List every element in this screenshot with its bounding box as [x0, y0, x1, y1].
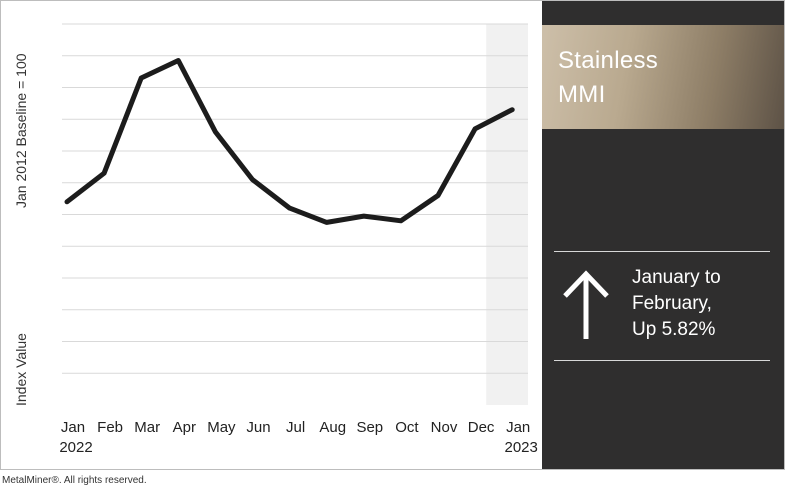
- grid-lines: [62, 23, 528, 374]
- x-tick-label: Feb: [97, 419, 123, 436]
- x-tick-label: Jul: [286, 419, 305, 436]
- x-tick-label: Apr: [173, 419, 196, 436]
- change-line1: January to: [632, 267, 721, 288]
- x-tick-label: Mar: [134, 419, 160, 436]
- panel-title-line1: Stainless: [558, 47, 659, 74]
- up-arrow-icon: [563, 270, 609, 339]
- divider-bottom: [554, 360, 770, 361]
- summary-panel: Stainless MMI January to February, Up 5.…: [542, 1, 784, 469]
- y-axis-sublabel: Index Value: [13, 333, 29, 406]
- x-tick-label: Jan: [506, 419, 530, 436]
- title-banner: Stainless MMI: [542, 25, 784, 129]
- x-tick-label: Sep: [356, 419, 383, 436]
- x-tick-label: Jan: [61, 419, 85, 436]
- x-tick-label: May: [207, 419, 236, 436]
- change-line2: February,: [632, 293, 712, 314]
- panel-title-line2: MMI: [558, 81, 606, 108]
- x-axis-ticks: Jan Feb Mar Apr May Jun Jul Aug Sep Oct Nov Dec Jan 2…: [59, 419, 538, 456]
- x-year-label: 2022: [59, 439, 92, 456]
- x-tick-label: Dec: [468, 419, 495, 436]
- line-chart: Jan Feb Mar Apr May Jun Jul Aug Sep Oct Nov Dec Jan 2…: [59, 23, 538, 456]
- x-tick-label: Nov: [431, 419, 458, 436]
- x-tick-label: Oct: [395, 419, 419, 436]
- change-line3: Up 5.82%: [632, 319, 716, 340]
- y-axis-label: Jan 2012 Baseline = 100: [13, 53, 29, 208]
- x-tick-label: Aug: [319, 419, 346, 436]
- divider-top: [554, 251, 770, 252]
- series-line: [64, 58, 515, 225]
- change-summary: January to February, Up 5.82%: [632, 265, 721, 343]
- copyright-footer: MetalMiner®. All rights reserved.: [2, 475, 147, 486]
- x-year-label: 2023: [505, 439, 538, 456]
- x-tick-label: Jun: [246, 419, 270, 436]
